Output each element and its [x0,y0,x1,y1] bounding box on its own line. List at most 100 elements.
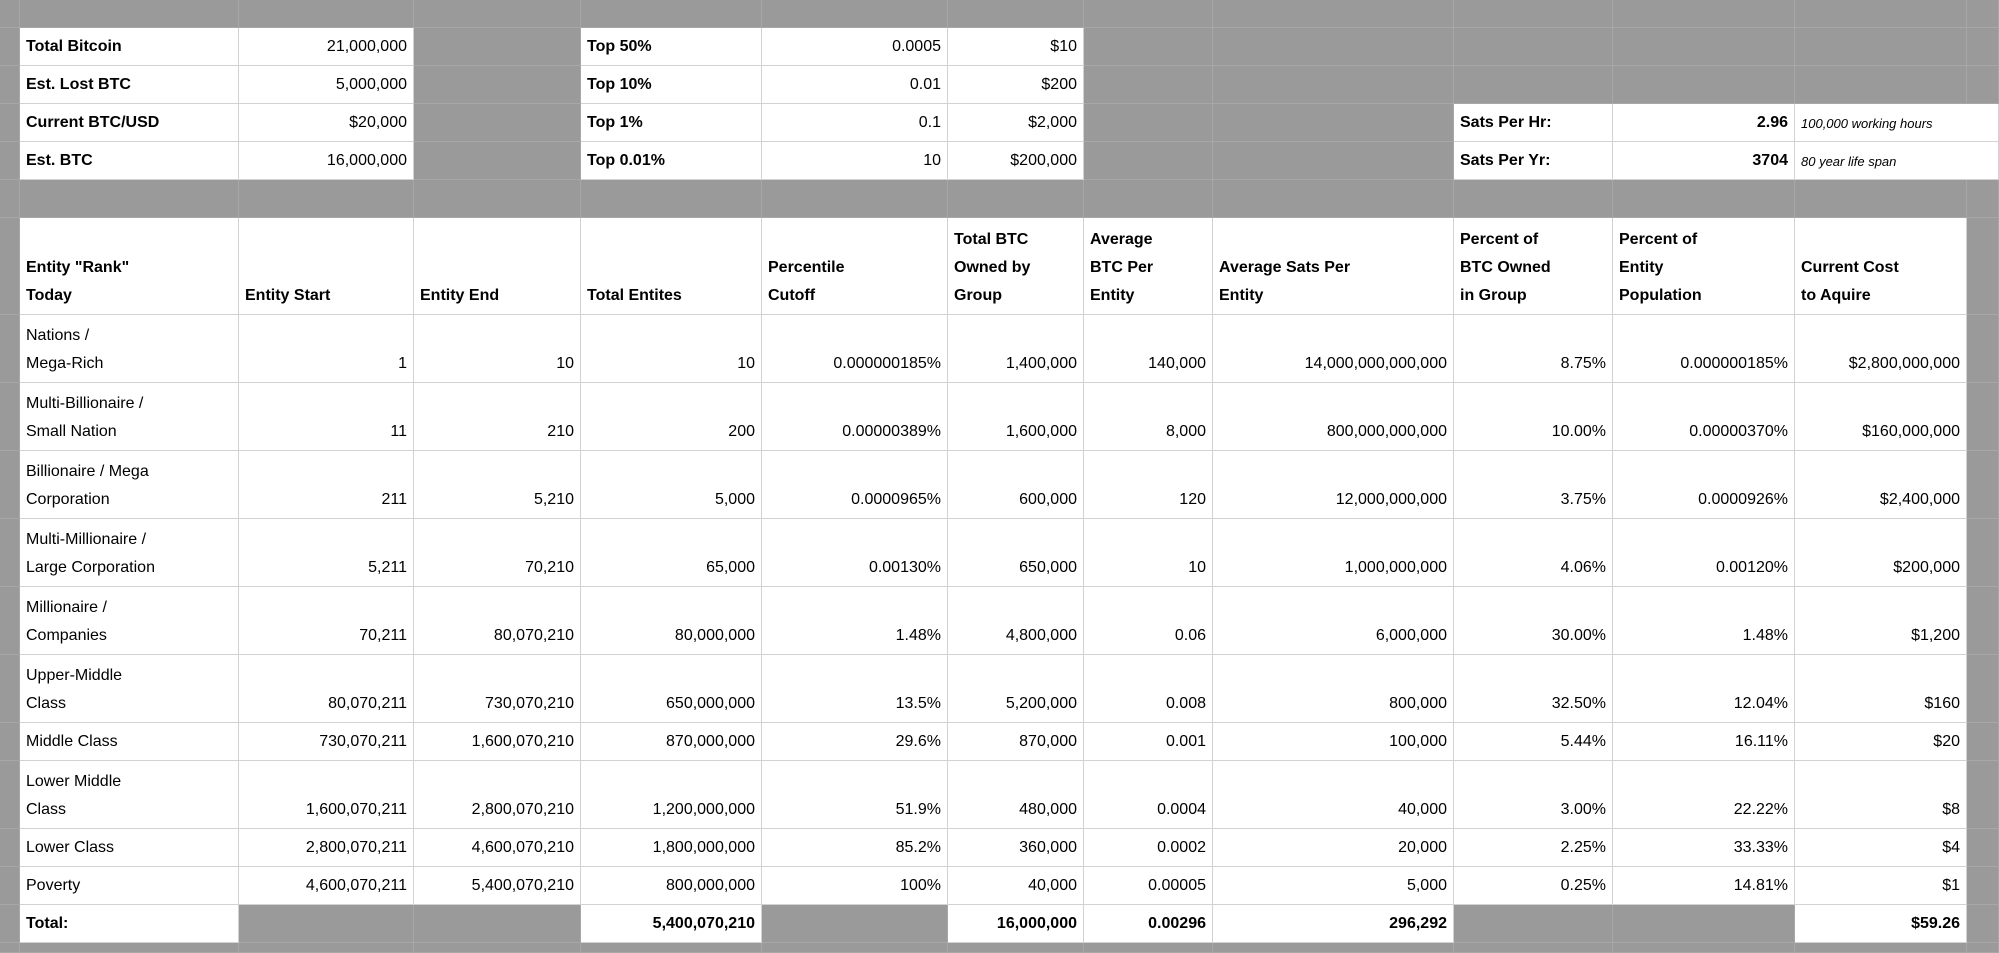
empty-cell[interactable] [414,180,581,218]
empty-cell[interactable] [948,180,1084,218]
data-cell-average-btc-per-entity[interactable]: 10 [1084,519,1213,587]
entity-name-cell[interactable]: Middle Class [20,723,239,761]
top-percent-label-cell[interactable]: Top 1% [581,104,762,142]
empty-cell[interactable] [1613,905,1795,943]
data-cell-average-btc-per-entity[interactable]: 120 [1084,451,1213,519]
data-cell-total-entites[interactable]: 1,200,000,000 [581,761,762,829]
empty-cell[interactable] [1084,66,1213,104]
data-cell-percent-of-entity-population[interactable]: 16.11% [1613,723,1795,761]
empty-cell[interactable] [1967,180,1999,218]
header-cell-entity-end[interactable]: Entity End [414,218,581,315]
data-cell-entity-end[interactable]: 5,210 [414,451,581,519]
entity-name-cell[interactable]: Nations / Mega-Rich [20,315,239,383]
top-percent-label-cell[interactable]: Top 0.01% [581,142,762,180]
summary-label-cell[interactable]: Current BTC/USD [20,104,239,142]
data-cell-entity-start[interactable]: 211 [239,451,414,519]
empty-cell[interactable] [762,905,948,943]
header-cell-total-entites[interactable]: Total Entites [581,218,762,315]
empty-cell[interactable] [1967,451,1999,519]
data-cell-percent-of-btc-owned-in-group[interactable]: 3.00% [1454,761,1613,829]
entity-name-cell[interactable]: Billionaire / Mega Corporation [20,451,239,519]
empty-cell[interactable] [1454,0,1613,28]
data-cell-percentile-cutoff[interactable]: 85.2% [762,829,948,867]
data-cell-total-btc-owned-by-group[interactable]: 1,400,000 [948,315,1084,383]
data-cell-percentile-cutoff[interactable]: 100% [762,867,948,905]
empty-cell[interactable] [1454,180,1613,218]
summary-value-cell[interactable]: $20,000 [239,104,414,142]
empty-cell[interactable] [0,655,20,723]
empty-cell[interactable] [1967,655,1999,723]
empty-cell[interactable] [414,104,581,142]
empty-cell[interactable] [0,142,20,180]
data-cell-total-btc-owned-by-group[interactable]: 600,000 [948,451,1084,519]
empty-cell[interactable] [1084,142,1213,180]
sats-value-cell[interactable]: 2.96 [1613,104,1795,142]
empty-cell[interactable] [1084,104,1213,142]
data-cell-average-sats-per-entity[interactable]: 1,000,000,000 [1213,519,1454,587]
data-cell-percent-of-entity-population[interactable]: 33.33% [1613,829,1795,867]
data-cell-entity-start[interactable]: 2,800,070,211 [239,829,414,867]
data-cell-entity-start[interactable]: 70,211 [239,587,414,655]
data-cell-entity-end[interactable]: 2,800,070,210 [414,761,581,829]
data-cell-percent-of-btc-owned-in-group[interactable]: 0.25% [1454,867,1613,905]
header-cell-percent-of-entity-population[interactable]: Percent of Entity Population [1613,218,1795,315]
empty-cell[interactable] [1084,180,1213,218]
empty-cell[interactable] [0,383,20,451]
header-cell-total-btc-owned-by-group[interactable]: Total BTC Owned by Group [948,218,1084,315]
empty-cell[interactable] [1967,587,1999,655]
empty-cell[interactable] [1967,723,1999,761]
data-cell-average-sats-per-entity[interactable]: 12,000,000,000 [1213,451,1454,519]
data-cell-percentile-cutoff[interactable]: 0.0000965% [762,451,948,519]
data-cell-total-btc-owned-by-group[interactable]: 650,000 [948,519,1084,587]
data-cell-average-sats-per-entity[interactable]: 6,000,000 [1213,587,1454,655]
data-cell-entity-end[interactable]: 4,600,070,210 [414,829,581,867]
data-cell-percent-of-entity-population[interactable]: 1.48% [1613,587,1795,655]
data-cell-entity-end[interactable]: 10 [414,315,581,383]
data-cell-average-sats-per-entity[interactable]: 40,000 [1213,761,1454,829]
empty-cell[interactable] [581,0,762,28]
data-cell-current-cost-to-aquire[interactable]: $160 [1795,655,1967,723]
summary-label-cell[interactable]: Est. Lost BTC [20,66,239,104]
empty-cell[interactable] [1967,761,1999,829]
data-cell-total-btc-owned-by-group[interactable]: 40,000 [948,867,1084,905]
empty-cell[interactable] [0,66,20,104]
data-cell-entity-end[interactable]: 1,600,070,210 [414,723,581,761]
top-percent-btc-cell[interactable]: 10 [762,142,948,180]
empty-cell[interactable] [1967,829,1999,867]
empty-cell[interactable] [1795,66,1967,104]
data-cell-average-btc-per-entity[interactable]: 8,000 [1084,383,1213,451]
data-cell-percent-of-entity-population[interactable]: 14.81% [1613,867,1795,905]
data-cell-average-btc-per-entity[interactable]: 0.0002 [1084,829,1213,867]
data-cell-percent-of-btc-owned-in-group[interactable]: 30.00% [1454,587,1613,655]
data-cell-percent-of-entity-population[interactable]: 22.22% [1613,761,1795,829]
entity-name-cell[interactable]: Millionaire / Companies [20,587,239,655]
empty-cell[interactable] [1213,943,1454,953]
data-cell-average-btc-per-entity[interactable]: 140,000 [1084,315,1213,383]
data-cell-total-btc-owned-by-group[interactable]: 360,000 [948,829,1084,867]
data-cell-percent-of-btc-owned-in-group[interactable]: 32.50% [1454,655,1613,723]
data-cell-entity-end[interactable]: 5,400,070,210 [414,867,581,905]
data-cell-total-btc-owned-by-group[interactable]: 1,600,000 [948,383,1084,451]
data-cell-percentile-cutoff[interactable]: 0.00130% [762,519,948,587]
data-cell-average-btc-per-entity[interactable]: 0.06 [1084,587,1213,655]
data-cell-percent-of-btc-owned-in-group[interactable]: 10.00% [1454,383,1613,451]
data-cell-entity-end[interactable]: 210 [414,383,581,451]
data-cell-total-entites[interactable]: 200 [581,383,762,451]
header-cell-average-sats-per-entity[interactable]: Average Sats Per Entity [1213,218,1454,315]
data-cell-total-btc-owned-by-group[interactable]: 4,800,000 [948,587,1084,655]
empty-cell[interactable] [414,142,581,180]
data-cell-percentile-cutoff[interactable]: 0.000000185% [762,315,948,383]
empty-cell[interactable] [1213,28,1454,66]
empty-cell[interactable] [1967,315,1999,383]
data-cell-total-entites[interactable]: 800,000,000 [581,867,762,905]
data-cell-percentile-cutoff[interactable]: 1.48% [762,587,948,655]
data-cell-average-btc-per-entity[interactable]: 0.008 [1084,655,1213,723]
empty-cell[interactable] [20,0,239,28]
empty-cell[interactable] [414,66,581,104]
data-cell-total-entites[interactable]: 650,000,000 [581,655,762,723]
empty-cell[interactable] [1613,66,1795,104]
sats-value-cell[interactable]: 3704 [1613,142,1795,180]
top-percent-btc-cell[interactable]: 0.01 [762,66,948,104]
data-cell-percent-of-entity-population[interactable]: 0.000000185% [1613,315,1795,383]
empty-cell[interactable] [1967,0,1999,28]
